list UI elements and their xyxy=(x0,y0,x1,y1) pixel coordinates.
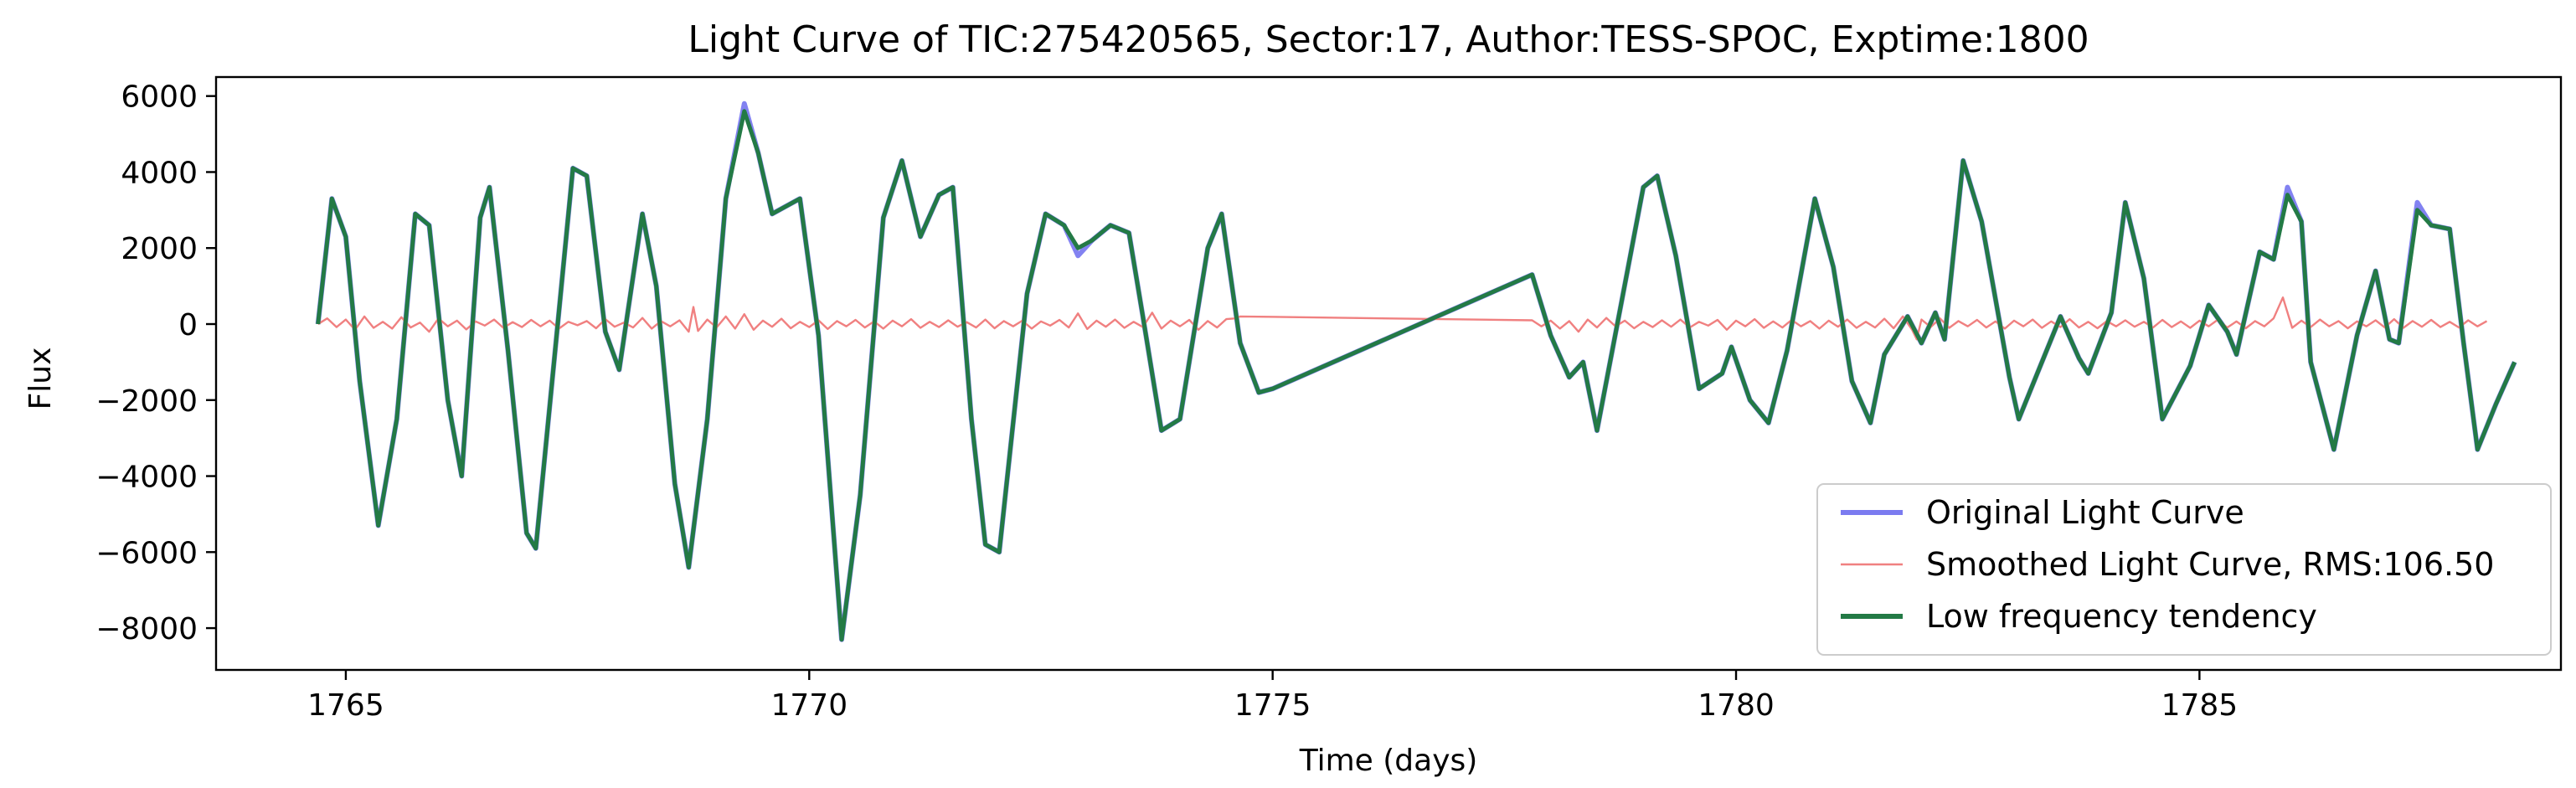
series-low-frequency-line xyxy=(316,109,2517,642)
plot-frame xyxy=(214,75,2563,672)
x-tick-label: 1770 xyxy=(770,688,848,723)
y-axis-ticks: −8000 −6000 −4000 −2000 0 2000 4000 6000 xyxy=(95,80,216,646)
y-tick-label: −6000 xyxy=(95,536,198,570)
y-tick-label: −2000 xyxy=(95,384,198,419)
plot-area xyxy=(315,100,2517,642)
y-tick-label: −4000 xyxy=(95,461,198,495)
legend-box xyxy=(1816,483,2552,656)
x-tick-label: 1775 xyxy=(1234,688,1311,723)
chart-title: Light Curve of TIC:275420565, Sector:17,… xyxy=(688,18,2089,61)
legend-label: Original Light Curve xyxy=(1926,494,2244,531)
series-smoothed-line xyxy=(317,296,2488,341)
x-axis-ticks: 1765 1770 1775 1780 1785 xyxy=(307,670,2238,723)
y-tick-label: 4000 xyxy=(121,156,198,190)
y-tick-label: 6000 xyxy=(121,80,198,115)
legend-label: Low frequency tendency xyxy=(1926,598,2317,635)
y-tick-label: −8000 xyxy=(95,612,198,646)
x-tick-label: 1765 xyxy=(307,688,384,723)
x-tick-label: 1785 xyxy=(2161,688,2239,723)
y-tick-label: 2000 xyxy=(121,232,198,266)
x-tick-label: 1780 xyxy=(1698,688,1775,723)
legend-label: Smoothed Light Curve, RMS:106.50 xyxy=(1926,546,2494,583)
y-axis-label: Flux xyxy=(23,348,58,410)
x-axis-label: Time (days) xyxy=(1299,744,1478,778)
legend: Original Light Curve Smoothed Light Curve… xyxy=(1816,483,2552,656)
y-tick-label: 0 xyxy=(178,308,198,342)
